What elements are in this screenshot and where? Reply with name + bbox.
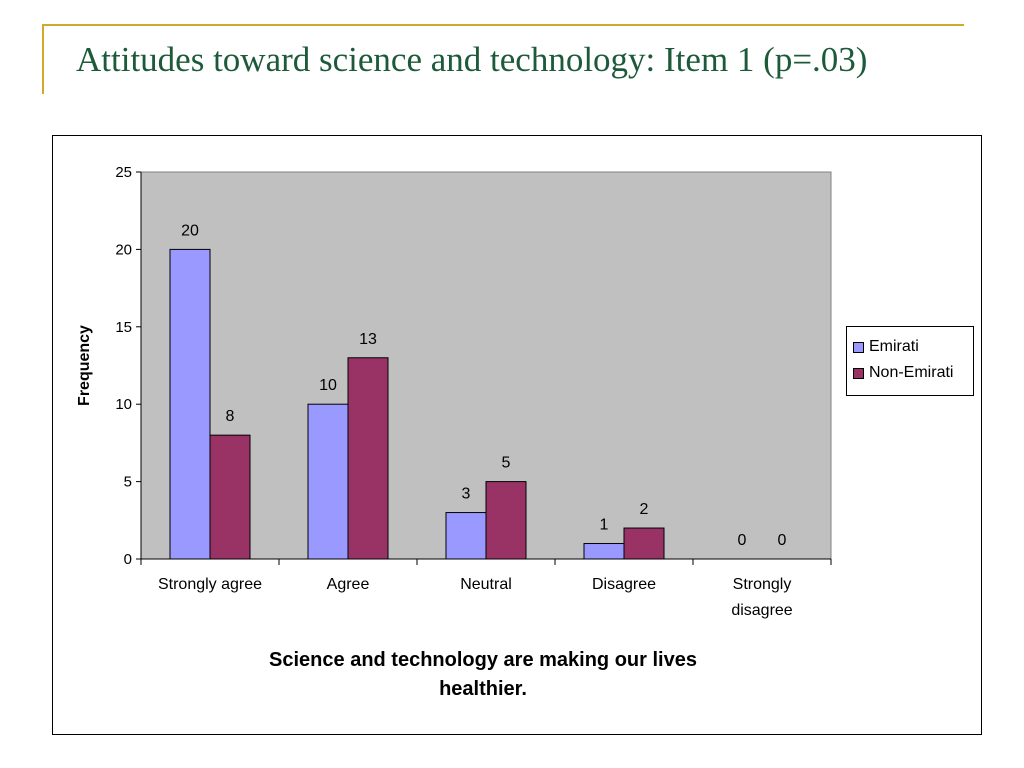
slide-accent-bar [42,24,964,94]
x-tick-label: Disagree [592,576,656,593]
bar-non-emirati [347,357,389,560]
y-tick-label: 20 [115,241,132,258]
x-tick-label: Strongly agree [158,576,262,593]
bar-non-emirati [485,481,527,560]
bar-emirati [583,543,625,560]
legend-swatch-non-emirati [853,367,864,379]
y-axis-title: Frequency [76,325,93,406]
data-label: 0 [738,532,747,549]
data-label: 8 [226,408,235,425]
y-tick-label: 0 [124,551,132,568]
legend-label-emirati: Emirati [869,338,919,355]
bar-emirati [169,248,211,560]
bar-emirati [307,403,349,560]
y-tick-label: 5 [124,474,132,491]
x-tick-label: Neutral [460,576,512,593]
accent-top-line [42,24,964,26]
y-tick-label: 15 [115,319,132,336]
bar-emirati [445,512,487,560]
x-tick-label: disagree [731,602,792,619]
data-label: 3 [462,486,471,503]
data-label: 2 [640,501,649,518]
data-label: 10 [319,377,337,394]
x-tick-label: Agree [327,576,370,593]
data-label: 20 [181,222,199,239]
y-tick-label: 25 [115,164,132,181]
slide-title: Attitudes toward science and technology:… [76,40,868,79]
data-label: 13 [359,331,377,348]
data-label: 1 [600,517,609,534]
bar-non-emirati [209,434,251,560]
data-label: 5 [502,455,511,472]
legend-label-non-emirati: Non-Emirati [869,364,954,381]
legend-swatch-emirati [853,341,864,353]
chart-frame: 0 5 10 15 20 25 20 8 Strongly agree 10 13 Agree 3 5 Ne… [52,135,982,735]
x-axis-title: Science and technology are making our li… [269,649,697,700]
accent-left-line [42,24,44,94]
legend-entry-emirati: Emirati [853,337,919,357]
bar-non-emirati [623,527,665,560]
y-tick-label: 10 [115,396,132,413]
data-label: 0 [778,532,787,549]
x-tick-label: Strongly [733,576,792,593]
legend-entry-non-emirati: Non-Emirati [853,363,953,383]
chart-legend: Emirati Non-Emirati [846,326,974,396]
